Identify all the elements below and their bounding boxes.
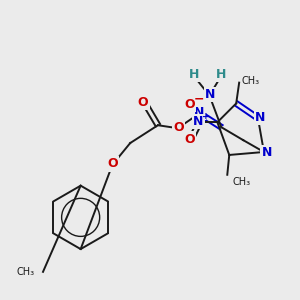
Text: N: N: [262, 146, 272, 160]
Text: O: O: [184, 133, 195, 146]
Text: O: O: [173, 121, 184, 134]
Text: N: N: [255, 111, 265, 124]
Text: N: N: [205, 88, 216, 101]
Text: N: N: [194, 106, 205, 119]
Text: N: N: [194, 115, 204, 128]
Text: H: H: [188, 68, 199, 81]
Text: H: H: [216, 68, 226, 81]
Text: +: +: [202, 112, 209, 121]
Text: O: O: [138, 96, 148, 109]
Text: O: O: [184, 98, 195, 111]
Text: −: −: [193, 93, 204, 106]
Text: CH₃: CH₃: [17, 267, 35, 277]
Text: CH₃: CH₃: [241, 76, 259, 85]
Text: CH₃: CH₃: [232, 177, 250, 187]
Text: O: O: [107, 158, 118, 170]
